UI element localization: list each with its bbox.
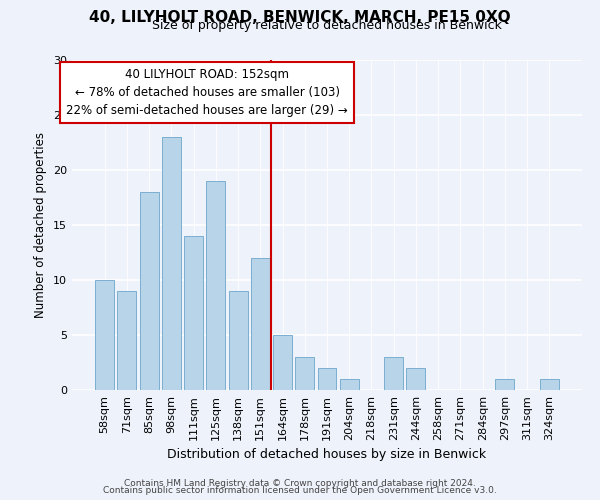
Bar bbox=[384, 357, 403, 390]
Y-axis label: Number of detached properties: Number of detached properties bbox=[34, 132, 47, 318]
Text: 40, LILYHOLT ROAD, BENWICK, MARCH, PE15 0XQ: 40, LILYHOLT ROAD, BENWICK, MARCH, PE15 … bbox=[89, 10, 511, 25]
X-axis label: Distribution of detached houses by size in Benwick: Distribution of detached houses by size … bbox=[167, 448, 487, 462]
Bar bbox=[251, 258, 270, 390]
Bar bbox=[140, 192, 158, 390]
Bar bbox=[540, 379, 559, 390]
Bar bbox=[206, 181, 225, 390]
Bar bbox=[496, 379, 514, 390]
Text: Contains public sector information licensed under the Open Government Licence v3: Contains public sector information licen… bbox=[103, 486, 497, 495]
Bar bbox=[406, 368, 425, 390]
Bar bbox=[162, 137, 181, 390]
Title: Size of property relative to detached houses in Benwick: Size of property relative to detached ho… bbox=[152, 20, 502, 32]
Bar bbox=[184, 236, 203, 390]
Text: 40 LILYHOLT ROAD: 152sqm
← 78% of detached houses are smaller (103)
22% of semi-: 40 LILYHOLT ROAD: 152sqm ← 78% of detach… bbox=[66, 68, 348, 117]
Bar bbox=[340, 379, 359, 390]
Bar bbox=[118, 291, 136, 390]
Bar bbox=[95, 280, 114, 390]
Bar bbox=[295, 357, 314, 390]
Text: Contains HM Land Registry data © Crown copyright and database right 2024.: Contains HM Land Registry data © Crown c… bbox=[124, 478, 476, 488]
Bar bbox=[317, 368, 337, 390]
Bar bbox=[273, 335, 292, 390]
Bar bbox=[229, 291, 248, 390]
